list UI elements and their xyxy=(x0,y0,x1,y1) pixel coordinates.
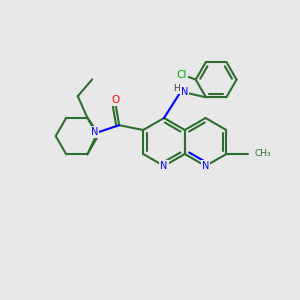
Text: N: N xyxy=(160,161,168,171)
Text: H: H xyxy=(173,84,180,93)
Text: N: N xyxy=(202,161,209,171)
Text: Cl: Cl xyxy=(176,70,187,80)
Text: N: N xyxy=(91,128,98,137)
Text: CH₃: CH₃ xyxy=(255,149,272,158)
Text: N: N xyxy=(181,87,188,97)
Text: O: O xyxy=(112,95,120,105)
